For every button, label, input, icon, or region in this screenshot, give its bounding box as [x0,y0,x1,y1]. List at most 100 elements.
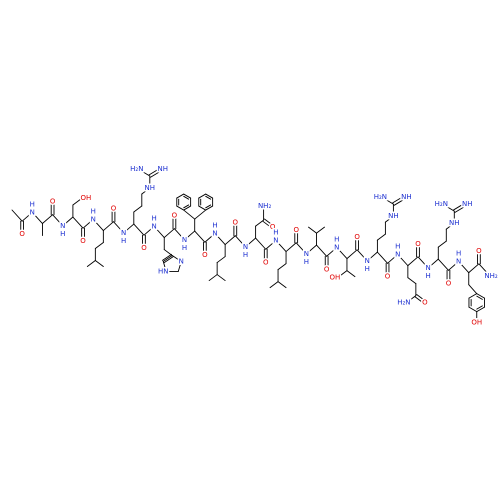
bond [454,205,466,213]
atom-label: N [212,229,217,237]
bond [183,195,190,200]
atom-label: N [304,250,309,258]
atom-label: H [456,249,461,257]
atom-label: H [151,214,156,222]
atom-label: NH [388,212,399,220]
bond [295,242,307,255]
bond [255,237,267,250]
atom-label: O [422,299,428,307]
atom-label: NH [158,165,169,173]
bond [133,205,143,213]
atom-label: H [30,200,35,208]
bond [382,197,394,205]
atom-label: N [395,250,400,258]
bond [162,255,173,262]
bond [458,261,470,274]
bond [476,305,483,310]
bond [162,253,172,261]
atom-label: N [179,258,184,266]
bond [31,211,43,224]
bond [384,215,394,223]
bond [198,193,207,199]
bond [468,263,480,274]
bond [153,225,165,239]
bond [437,240,447,248]
bond [214,232,226,246]
bond [176,205,185,211]
bond [407,256,419,267]
bond [171,255,182,262]
bond [163,228,175,239]
atom-label: N [334,243,339,251]
atom-label: N [426,264,431,272]
bond [326,246,338,257]
bond [208,274,218,282]
bond [275,239,287,253]
atom-label: H [426,272,431,280]
bond [277,281,287,289]
bond [148,168,160,176]
bond [308,226,317,234]
bond [52,214,64,227]
atom-label: OH [471,319,482,327]
bond [62,216,74,227]
atom-label: O [354,233,360,241]
bond [336,246,348,260]
bond [82,218,94,229]
bond [183,193,192,199]
atom-label: O [111,205,117,213]
bond [262,220,272,228]
bond [397,254,409,267]
atom-label: H [334,235,339,243]
bond [445,222,455,230]
bond [407,277,417,285]
bond [392,196,404,204]
atom-label: O [293,226,299,234]
atom-label: H [395,242,400,250]
atom-label: H [121,237,126,245]
atom-label: N [273,236,278,244]
bond [448,261,460,271]
atom-label: H [182,244,187,252]
bond [443,204,455,212]
bond [162,261,167,272]
bond [173,228,186,241]
atom-label: N [365,257,370,265]
atom-label: H₂N [397,299,410,307]
bond [102,221,114,231]
atom-label: NH [449,219,460,227]
bond [141,187,151,195]
bond [427,258,439,269]
bond [285,242,297,253]
bond [265,239,277,250]
bond [123,223,135,234]
atom-label: O [172,212,178,220]
bond [366,251,378,262]
atom-label: OH [81,194,92,202]
atom-label: H [60,230,65,238]
bond [269,281,279,289]
bond [338,270,348,278]
atom-label: N [30,208,35,216]
bond [476,295,483,300]
bond [86,260,96,267]
bond [113,221,125,234]
bond [184,230,196,241]
bond [244,237,257,248]
atom-label: O [80,237,86,245]
atom-label: O [324,265,330,273]
atom-label: N [60,222,65,230]
bond [393,198,405,206]
atom-label: NH [462,200,473,208]
bond [72,216,84,229]
bond [94,242,104,249]
bond [42,214,54,224]
bond [205,205,214,211]
atom-label: N [91,215,96,223]
bond [376,251,388,264]
atom-label: NH₂ [258,202,272,210]
bond [437,258,449,271]
bond [346,270,356,278]
